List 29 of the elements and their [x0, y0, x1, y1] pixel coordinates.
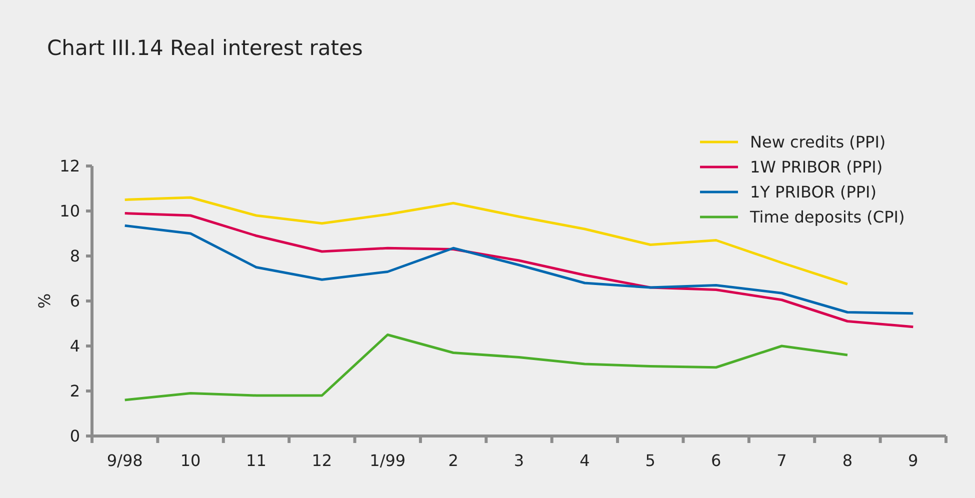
legend-label: 1Y PRIBOR (PPI) [750, 182, 877, 202]
x-tick-label: 8 [842, 451, 853, 470]
line-series [124, 224, 914, 315]
chart-title: Chart III.14 Real interest rates [47, 36, 363, 60]
y-axis-title: % [35, 293, 54, 309]
y-tick-label: 12 [60, 156, 80, 176]
y-tick-label: 0 [70, 426, 80, 446]
x-tick-label: 12 [312, 451, 332, 470]
y-tick-label: 6 [70, 292, 80, 311]
line-series [124, 334, 849, 402]
x-tick-label: 4 [580, 451, 590, 470]
y-tick-label: 4 [70, 336, 80, 356]
x-tick-label: 11 [246, 451, 266, 470]
x-tick-label: 1/99 [370, 451, 406, 470]
x-tick-label: 2 [448, 451, 458, 470]
x-tick-label: 3 [514, 451, 524, 470]
y-tick-label: 2 [70, 382, 80, 401]
x-tick-label: 7 [776, 451, 787, 470]
x-tick-label: 6 [710, 451, 722, 470]
y-tick-label: 8 [70, 246, 80, 266]
legend-label: Time deposits (CPI) [749, 208, 905, 227]
y-tick-label: 10 [60, 202, 80, 221]
legend-label: 1W PRIBOR (PPI) [750, 158, 883, 177]
x-tick-label: 9/98 [106, 451, 143, 470]
x-tick-label: 5 [645, 451, 656, 470]
legend-label: New credits (PPI) [750, 132, 886, 152]
line-series [124, 212, 914, 328]
x-tick-label: 9 [908, 451, 918, 470]
x-tick-label: 10 [180, 451, 201, 470]
